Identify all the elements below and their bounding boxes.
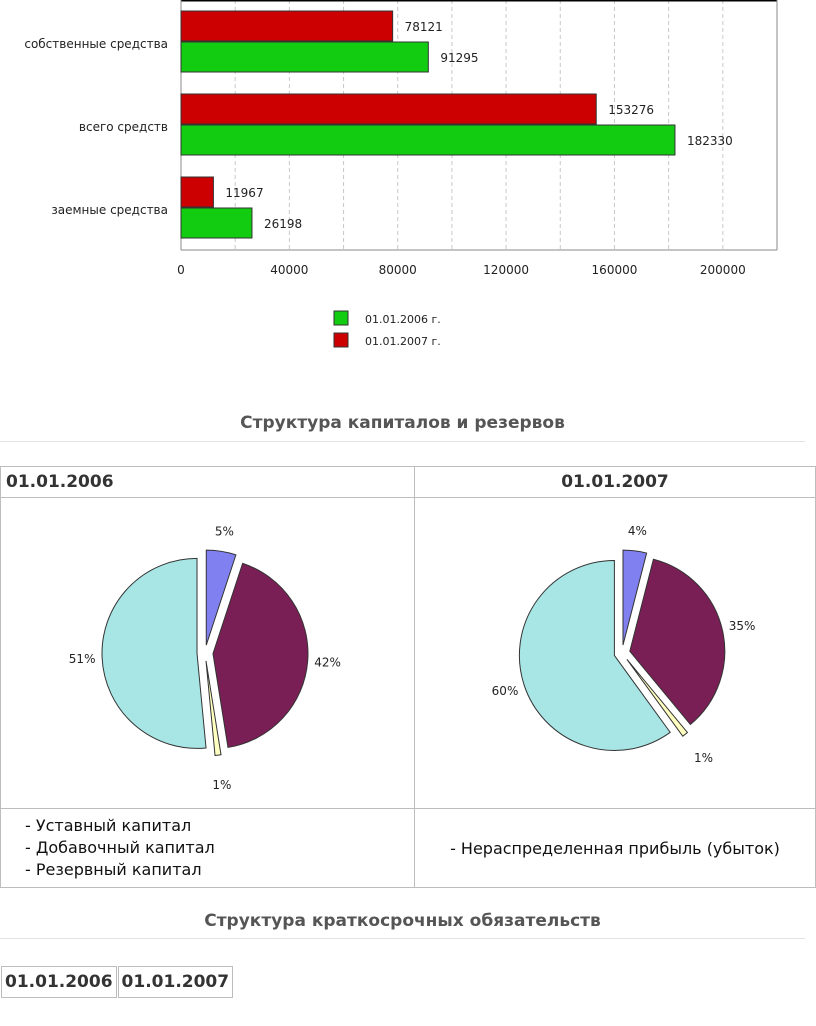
- capital-structure-table: 01.01.2006 01.01.2007 5% 42% 1% 51% 4% 35% 1%…: [0, 466, 816, 888]
- bar-value-label: 78121: [405, 20, 443, 34]
- category-label: собственные средства: [24, 37, 168, 51]
- pie-slice: [101, 557, 207, 749]
- x-tick-label: 120000: [483, 263, 529, 277]
- category-label: всего средств: [79, 120, 168, 134]
- liabilities-section-title: Структура краткосрочных обязательств: [204, 911, 601, 931]
- legend-item: - Добавочный капитал: [25, 838, 215, 857]
- pie-chart-2006: 5% 42% 1% 51%: [69, 525, 341, 792]
- pie-label: 51%: [69, 652, 96, 666]
- legend-label: 01.01.2007 г.: [365, 335, 441, 348]
- legend-swatch: [333, 332, 349, 348]
- legend-item: - Нераспределенная прибыль (убыток): [450, 838, 780, 858]
- bar: [180, 93, 597, 125]
- liabilities-table: 01.01.2006 01.01.2007: [0, 965, 234, 999]
- pie-slice: [205, 549, 237, 646]
- legend-label: 01.01.2006 г.: [365, 313, 441, 326]
- pie-label: 4%: [628, 524, 647, 538]
- legend-cell-left: - Уставный капитал - Добавочный капитал …: [0, 808, 415, 888]
- bar-value-label: 26198: [264, 217, 302, 231]
- category-label: заемные средства: [51, 203, 168, 217]
- liabilities-date-2007: 01.01.2007: [117, 966, 234, 998]
- pie-chart-2007: 4% 35% 1% 60%: [492, 524, 756, 765]
- capital-section-title: Структура капиталов и резервов: [240, 413, 565, 433]
- x-tick-label: 40000: [270, 263, 308, 277]
- bar: [180, 207, 253, 239]
- legend-item: - Уставный капитал: [25, 816, 192, 835]
- bar-value-label: 153276: [608, 103, 654, 117]
- pie-slice: [622, 549, 648, 646]
- section-divider: [0, 938, 805, 939]
- pie-label: 42%: [314, 656, 341, 670]
- pie-label: 35%: [729, 619, 756, 633]
- liabilities-date-2006: 01.01.2006: [1, 966, 117, 998]
- pie-label: 1%: [694, 751, 713, 765]
- pie-slice: [205, 660, 222, 757]
- bar: [180, 124, 676, 156]
- bar: [180, 41, 429, 73]
- pie-slice: [629, 558, 726, 726]
- pie-slice: [518, 559, 671, 751]
- date-header-2007: 01.01.2007: [414, 466, 816, 498]
- pie-label: 5%: [215, 525, 234, 539]
- bar: [180, 10, 394, 42]
- legend-swatch: [333, 310, 349, 326]
- x-tick-label: 80000: [379, 263, 417, 277]
- section-divider: [0, 441, 805, 442]
- capital-bar-chart: 78121 91295 собственные средства 153276 1823…: [0, 0, 816, 360]
- pie-label: 60%: [492, 684, 519, 698]
- pie-slice: [212, 562, 309, 749]
- legend-item: - Резервный капитал: [25, 860, 202, 879]
- pie-cell-2007: 4% 35% 1% 60%: [414, 497, 816, 809]
- bar-value-label: 11967: [225, 186, 263, 200]
- x-tick-label: 200000: [700, 263, 746, 277]
- date-header-2006: 01.01.2006: [0, 466, 415, 498]
- bar-value-label: 91295: [440, 51, 478, 65]
- legend-cell-right: - Нераспределенная прибыль (убыток): [414, 808, 816, 888]
- pie-slice: [626, 659, 689, 737]
- pie-label: 1%: [212, 778, 231, 792]
- bar-value-label: 182330: [687, 134, 733, 148]
- bar-chart-svg: 78121 91295 собственные средства 153276 1823…: [24, 0, 778, 348]
- x-tick-label: 160000: [592, 263, 638, 277]
- pie-cell-2006: 5% 42% 1% 51%: [0, 497, 415, 809]
- bar: [180, 176, 214, 208]
- x-tick-label: 0: [177, 263, 185, 277]
